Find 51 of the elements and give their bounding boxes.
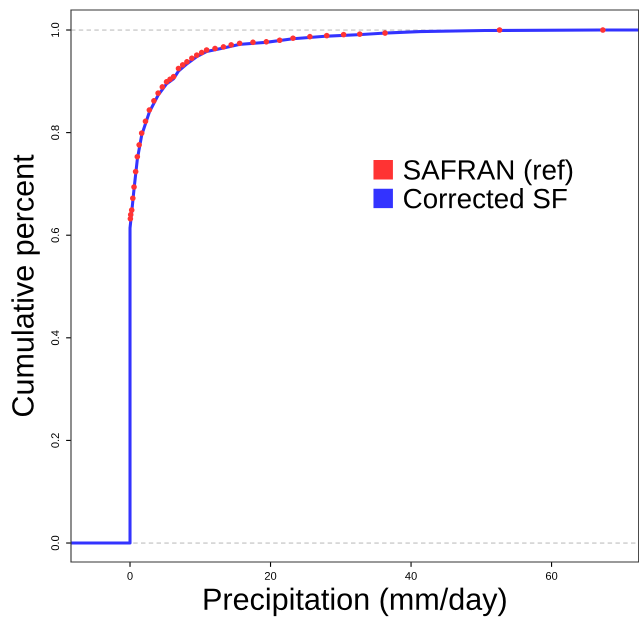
point xyxy=(228,42,234,48)
point xyxy=(189,55,195,61)
point xyxy=(324,32,330,38)
y-tick-label: 1.0 xyxy=(51,22,60,37)
point xyxy=(307,34,313,40)
point xyxy=(160,84,166,90)
point xyxy=(130,195,136,202)
point xyxy=(132,168,138,174)
line-series xyxy=(71,28,639,545)
point xyxy=(146,107,152,113)
x-tick-label: 0 xyxy=(127,572,133,580)
point xyxy=(496,27,502,33)
x-tick-label: 20 xyxy=(264,572,276,580)
point xyxy=(198,50,204,56)
point xyxy=(180,62,186,68)
y-tick-label: 0.4 xyxy=(51,330,60,346)
point xyxy=(250,40,256,46)
point xyxy=(356,31,363,37)
point xyxy=(204,47,210,53)
x-tick-label: 40 xyxy=(405,572,417,580)
point xyxy=(128,207,134,213)
y-axis-title: Cumulative percent xyxy=(11,154,40,416)
point xyxy=(131,184,137,190)
point xyxy=(155,90,161,96)
x-axis-title: Precipitation (mm/day) xyxy=(204,588,506,616)
point xyxy=(170,74,176,80)
legend-label: Corrected SF xyxy=(404,188,567,208)
x-tick-label: 60 xyxy=(546,572,558,580)
point xyxy=(600,27,606,33)
point xyxy=(236,40,242,46)
point xyxy=(136,142,142,148)
y-tick-label: 0.0 xyxy=(51,536,60,550)
y-tick-label: 0.6 xyxy=(51,228,60,242)
point xyxy=(194,52,200,58)
point xyxy=(134,154,140,160)
point xyxy=(184,59,190,65)
point xyxy=(151,98,157,104)
point xyxy=(176,66,182,72)
point xyxy=(276,37,282,44)
point xyxy=(382,30,388,36)
y-tick-label: 0.2 xyxy=(51,433,60,448)
point xyxy=(264,39,270,45)
point xyxy=(212,46,218,52)
point xyxy=(142,118,148,124)
point xyxy=(220,44,226,50)
point xyxy=(128,212,134,218)
point xyxy=(290,35,296,41)
point xyxy=(340,32,346,38)
point xyxy=(138,130,144,136)
legend-label: SAFRAN (ref) xyxy=(404,159,572,186)
y-tick-label: 0.8 xyxy=(51,125,60,140)
